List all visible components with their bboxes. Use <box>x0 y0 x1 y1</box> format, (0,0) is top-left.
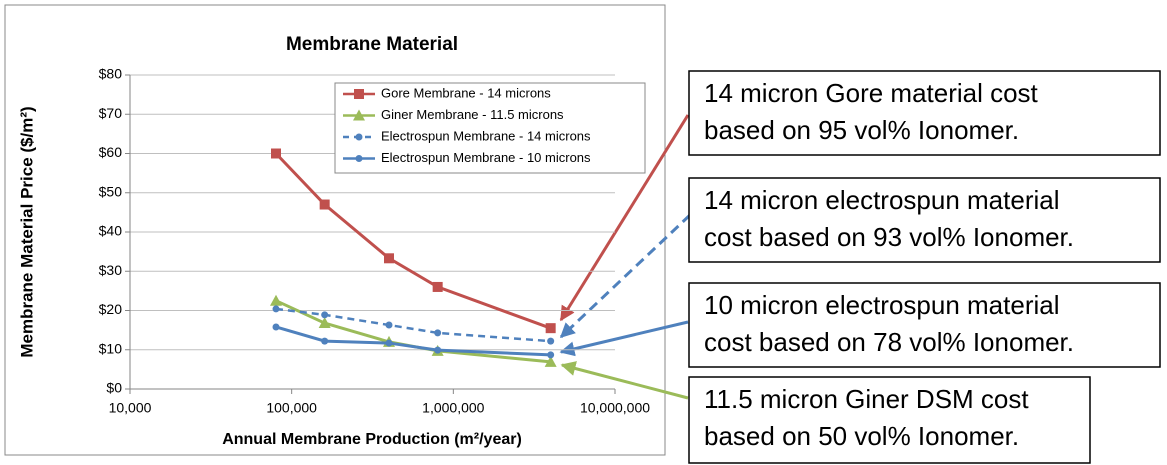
annotation: 14 micron Gore material cost based on 95 … <box>688 70 1161 156</box>
marker <box>355 133 363 141</box>
marker <box>354 89 364 99</box>
legend-label: Gore Membrane - 14 microns <box>381 85 551 100</box>
annotation: 11.5 micron Giner DSM cost based on 50 vo… <box>688 376 1091 464</box>
y-tick-label: $60 <box>99 144 123 160</box>
annotation: 14 micron electrospun material cost based… <box>688 177 1161 263</box>
marker <box>432 281 443 292</box>
arrow <box>559 114 690 322</box>
annotation-text: based on 50 vol% Ionomer. <box>704 421 1019 451</box>
y-axis-label: Membrane Material Price ($/m²) <box>17 106 36 357</box>
x-tick-label: 10,000 <box>109 400 152 416</box>
annotation: 10 micron electrospun material cost based… <box>688 282 1161 368</box>
annotation-box <box>688 282 1161 368</box>
arrow <box>559 213 692 339</box>
annotation-text: based on 95 vol% Ionomer. <box>704 115 1019 145</box>
annotation-text: cost based on 78 vol% Ionomer. <box>704 327 1074 357</box>
annotation-box <box>688 70 1161 156</box>
annotation-box <box>688 177 1161 263</box>
marker <box>318 317 331 329</box>
marker <box>269 294 282 306</box>
y-tick-label: $80 <box>99 66 123 82</box>
marker <box>434 329 442 337</box>
marker <box>547 337 555 345</box>
arrow <box>559 320 689 357</box>
marker <box>434 346 442 354</box>
marker <box>321 337 329 345</box>
marker <box>270 148 281 159</box>
annotation-text: 11.5 micron Giner DSM cost <box>704 384 1029 414</box>
annotation-text: 14 micron Gore material cost <box>704 78 1039 108</box>
annotation-text: 14 micron electrospun material <box>704 185 1060 215</box>
marker <box>319 199 330 210</box>
x-tick-label: 100,000 <box>266 400 317 416</box>
legend-label: Electrospun Membrane - 10 microns <box>381 150 591 165</box>
y-tick-label: $10 <box>99 340 123 356</box>
legend: Gore Membrane - 14 microns Giner Membrane… <box>334 82 646 174</box>
marker <box>544 355 557 367</box>
legend-box <box>334 82 646 174</box>
y-tick-label: $50 <box>99 183 123 199</box>
annotation-box <box>688 376 1091 464</box>
y-tick-label: $20 <box>99 301 123 317</box>
marker <box>545 323 556 334</box>
marker <box>383 253 394 264</box>
arrow <box>560 361 689 400</box>
marker <box>547 351 555 359</box>
annotation-text: cost based on 93 vol% Ionomer. <box>704 222 1074 252</box>
marker <box>385 321 393 329</box>
y-tick-label: $40 <box>99 223 123 239</box>
marker <box>353 109 365 121</box>
annotation-text: 10 micron electrospun material <box>704 290 1060 320</box>
x-axis-label: Annual Membrane Production (m²/year) <box>222 431 522 448</box>
chart-title: Membrane Material <box>286 34 458 55</box>
marker <box>385 339 393 347</box>
chart-frame <box>4 4 666 456</box>
x-tick-label: 10,000,000 <box>580 400 650 416</box>
marker <box>355 155 363 162</box>
legend-label: Giner Membrane - 11.5 microns <box>381 107 564 122</box>
legend-label: Electrospun Membrane - 14 microns <box>381 128 591 143</box>
x-tick-label: 1,000,000 <box>422 400 484 416</box>
marker <box>321 311 329 319</box>
y-tick-label: $30 <box>99 262 123 278</box>
marker <box>272 305 280 313</box>
y-tick-label: $70 <box>99 105 123 121</box>
y-tick-label: $0 <box>106 380 122 396</box>
marker <box>272 323 280 331</box>
